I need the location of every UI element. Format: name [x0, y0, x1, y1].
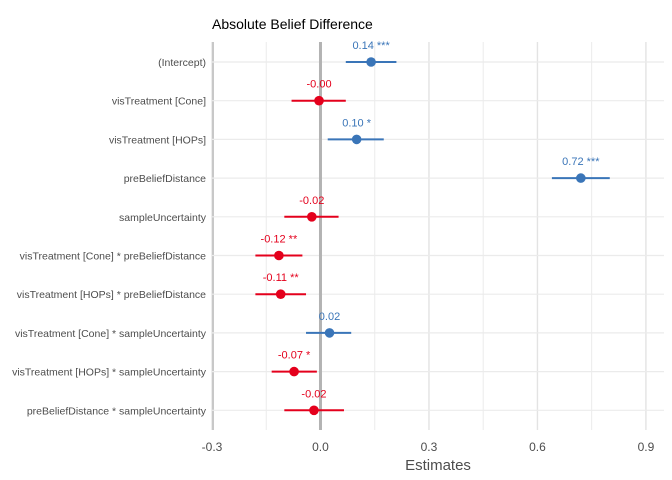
estimate-point — [314, 95, 324, 106]
term-label: visTreatment [Cone] * preBeliefDistance — [20, 251, 207, 263]
estimate-label: -0.07 * — [278, 350, 311, 362]
estimate-point — [366, 57, 376, 67]
estimate-label: -0.02 — [299, 195, 324, 207]
estimate-point — [351, 134, 362, 145]
x-tick-label: 0.9 — [638, 440, 655, 454]
estimate-point — [309, 405, 319, 416]
estimate-point — [576, 173, 586, 183]
estimate-label: 0.72 *** — [562, 156, 600, 168]
estimate-point — [274, 250, 284, 261]
x-tick-label: 0.0 — [312, 440, 329, 454]
term-labels: (Intercept) visTreatment [Cone] visTreatme… — [12, 57, 207, 417]
term-label: visTreatment [HOPs] * preBeliefDistance — [17, 289, 206, 301]
term-label: visTreatment [HOPs] — [109, 134, 206, 146]
x-tick-label: 0.6 — [529, 440, 546, 454]
estimate-label: -0.00 — [306, 79, 331, 91]
term-label: visTreatment [HOPs] * sampleUncertainty — [12, 367, 207, 379]
estimate-label: -0.12 ** — [261, 234, 298, 246]
estimate-label: 0.14 *** — [352, 40, 390, 52]
term-label: preBeliefDistance — [124, 173, 206, 185]
chart-title: Absolute Belief Difference — [212, 16, 373, 32]
estimate-point — [324, 328, 335, 338]
x-axis-label: Estimates — [405, 457, 471, 474]
estimate-point — [289, 366, 299, 377]
estimate-label: -0.02 — [301, 388, 326, 400]
x-axis-ticks: -0.3 0.0 0.3 0.6 0.9 — [202, 440, 655, 454]
estimate-point — [275, 289, 286, 300]
term-label: visTreatment [Cone] * sampleUncertainty — [15, 328, 207, 340]
term-label: visTreatment [Cone] — [112, 96, 206, 108]
estimate-point — [307, 212, 317, 222]
x-tick-label: -0.3 — [202, 440, 223, 454]
term-label: preBeliefDistance * sampleUncertainty — [27, 405, 207, 417]
term-label: sampleUncertainty — [119, 212, 207, 224]
estimate-label: 0.10 * — [342, 117, 371, 129]
x-tick-label: 0.3 — [421, 440, 438, 454]
estimates: 0.14 *** -0.00 0.10 * 0.72 *** -0.02 -0.12 **… — [255, 40, 610, 416]
estimate-label: -0.11 ** — [263, 272, 300, 284]
term-label: (Intercept) — [158, 57, 206, 69]
estimate-label: 0.02 — [319, 311, 340, 323]
